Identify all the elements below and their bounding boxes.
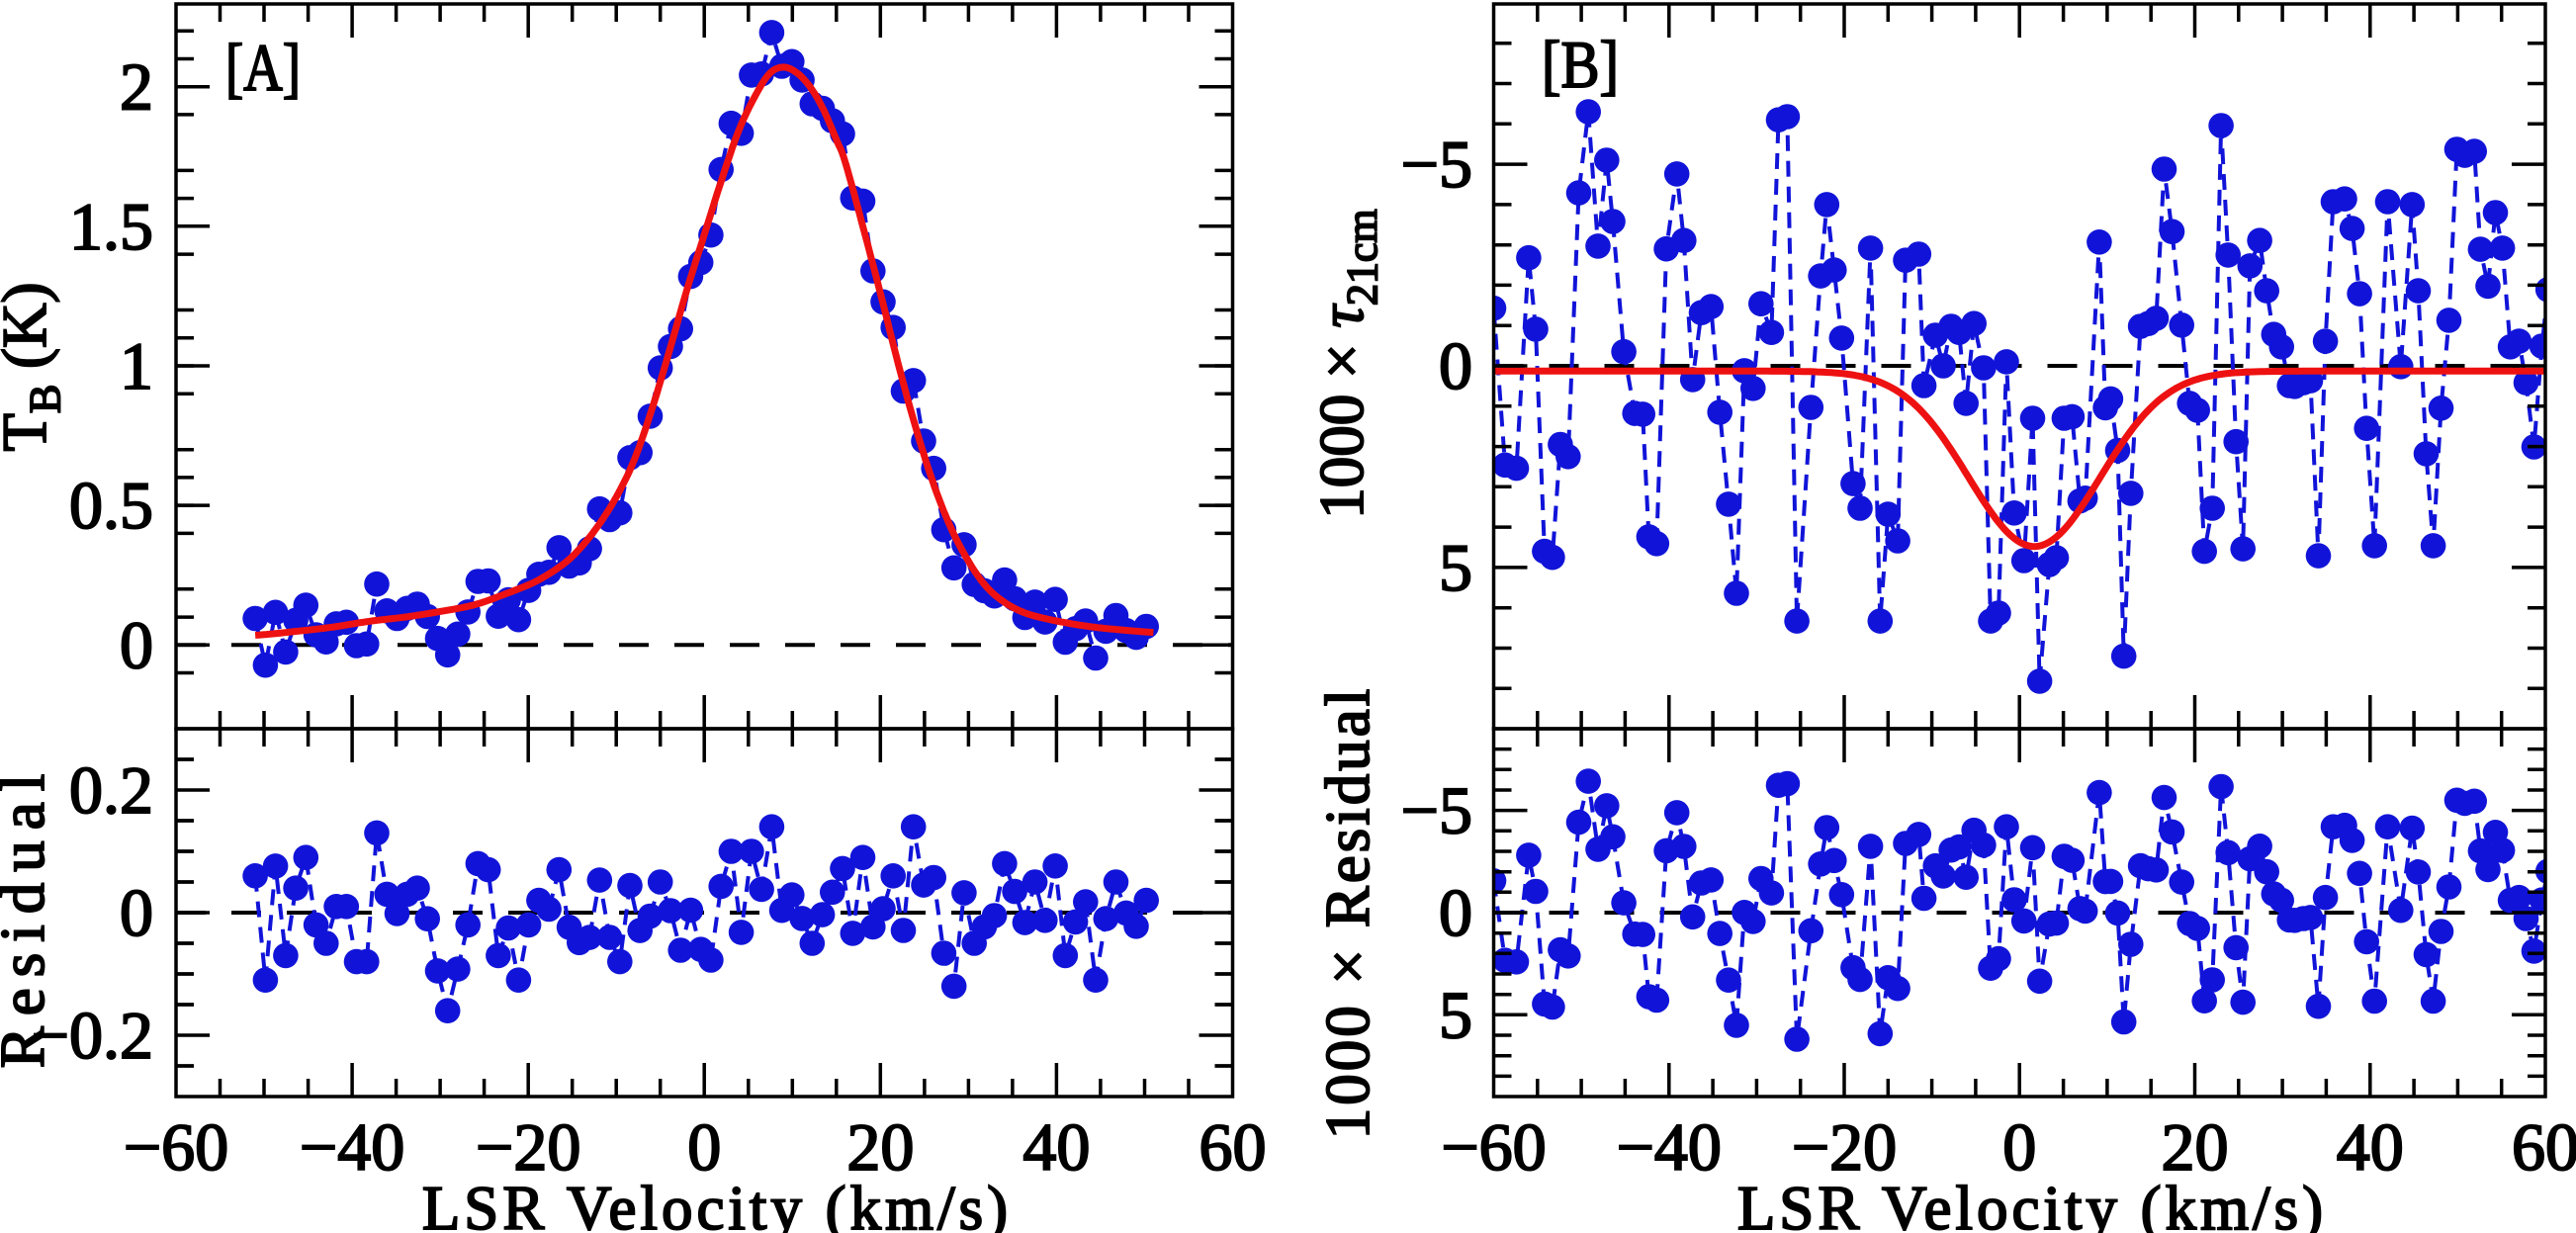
svg-text:−5: −5	[1401, 773, 1472, 848]
svg-text:0: 0	[120, 607, 153, 682]
svg-text:20: 20	[2162, 1109, 2229, 1185]
svg-text:5: 5	[1439, 977, 1472, 1052]
svg-text:60: 60	[2512, 1109, 2576, 1185]
svg-text:[A]: [A]	[225, 30, 301, 105]
svg-text:0.5: 0.5	[69, 468, 153, 543]
svg-text:0.2: 0.2	[69, 752, 153, 828]
svg-text:−20: −20	[1792, 1109, 1897, 1185]
svg-text:0: 0	[2002, 1109, 2036, 1185]
svg-text:20: 20	[846, 1109, 914, 1185]
svg-text:0: 0	[1439, 875, 1472, 950]
svg-text:−60: −60	[124, 1109, 228, 1185]
svg-text:0: 0	[687, 1109, 721, 1185]
svg-text:LSR Velocity (km/s): LSR Velocity (km/s)	[1737, 1174, 2327, 1233]
svg-text:[B]: [B]	[1542, 27, 1619, 102]
svg-text:0: 0	[120, 875, 153, 950]
svg-text:−60: −60	[1441, 1109, 1546, 1185]
svg-text:5: 5	[1439, 530, 1472, 605]
svg-text:40: 40	[2337, 1109, 2404, 1185]
svg-text:TB (K): TB (K)	[0, 282, 69, 451]
svg-text:−0.2: −0.2	[32, 998, 153, 1073]
svg-text:40: 40	[1022, 1109, 1090, 1185]
svg-text:LSR Velocity (km/s): LSR Velocity (km/s)	[422, 1174, 1012, 1233]
svg-text:Residual: Residual	[0, 763, 57, 1068]
svg-text:−40: −40	[300, 1109, 404, 1185]
svg-text:1000 × Residual: 1000 × Residual	[1313, 686, 1382, 1140]
svg-text:60: 60	[1199, 1109, 1267, 1185]
svg-text:1.5: 1.5	[69, 189, 153, 264]
svg-text:−20: −20	[476, 1109, 580, 1185]
svg-text:2: 2	[120, 49, 153, 125]
svg-text:−5: −5	[1401, 127, 1472, 202]
svg-text:1: 1	[120, 328, 153, 403]
svg-text:0: 0	[1439, 328, 1472, 403]
svg-text:−40: −40	[1617, 1109, 1722, 1185]
